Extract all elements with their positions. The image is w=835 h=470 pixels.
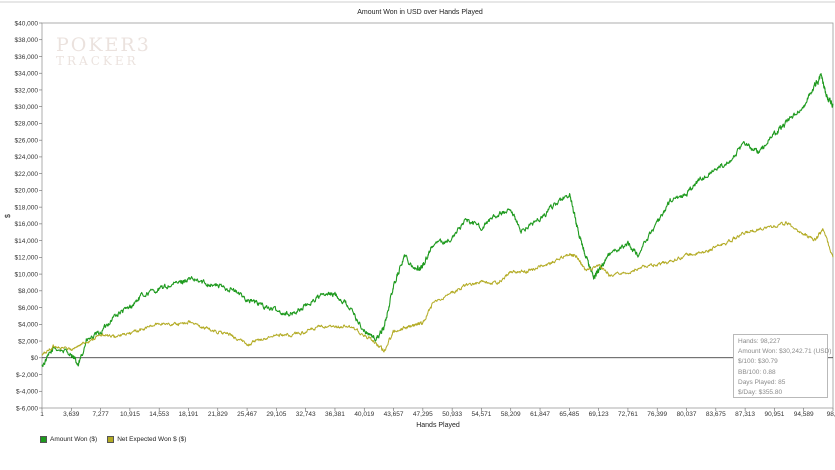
y-tick-label: $38,000: [15, 37, 39, 44]
x-tick-label: 65,485: [559, 411, 579, 418]
y-tick-label: $-6,000: [16, 405, 38, 412]
x-axis-label: Hands Played: [416, 422, 460, 429]
legend-item-amount-won[interactable]: Amount Won ($): [40, 435, 98, 443]
x-tick-label: 10,915: [120, 411, 140, 418]
y-tick-label: $12,000: [15, 255, 39, 262]
x-tick-label: 98,2: [827, 411, 835, 418]
y-tick-label: $32,000: [15, 87, 39, 94]
y-tick-label: $16,000: [15, 221, 39, 228]
x-tick-label: 47,295: [413, 411, 433, 418]
x-tick-label: 80,037: [677, 411, 697, 418]
x-tick-label: 94,589: [794, 411, 814, 418]
x-tick-label: 7,277: [92, 411, 109, 418]
y-tick-label: $8,000: [18, 288, 38, 295]
legend-item-net-expected[interactable]: Net Expected Won $ ($): [107, 435, 187, 443]
stat-bb-per-100: BB/100: 0.88: [738, 368, 776, 376]
y-tick-label: $24,000: [15, 154, 39, 161]
y-tick-label: $0: [31, 355, 39, 362]
y-tick-label: $6,000: [18, 305, 38, 312]
y-tick-label: $34,000: [15, 71, 39, 78]
series-line-amount-won: [41, 72, 834, 368]
x-tick-label: 1: [40, 411, 44, 418]
y-tick-label: $22,000: [15, 171, 39, 178]
stat-amount-won: Amount Won: $30,242.71 (USD): [738, 348, 832, 356]
y-tick-label: $28,000: [15, 121, 39, 128]
legend-swatch-amount-won: [40, 435, 47, 443]
x-tick-label: 72,761: [618, 411, 638, 418]
y-tick-label: $-2,000: [16, 372, 38, 379]
y-tick-label: $36,000: [15, 54, 39, 61]
y-axis-label: $: [5, 214, 12, 218]
x-tick-label: 3,639: [63, 411, 80, 418]
x-tick-label: 40,019: [354, 411, 374, 418]
y-tick-label: $-4,000: [16, 389, 38, 396]
x-tick-label: 54,571: [471, 411, 491, 418]
x-tick-label: 25,467: [237, 411, 257, 418]
y-tick-label: $26,000: [15, 137, 39, 144]
x-tick-label: 76,399: [647, 411, 667, 418]
x-tick-label: 43,657: [384, 411, 404, 418]
chart-legend: Amount Won ($) Net Expected Won $ ($): [40, 432, 186, 446]
y-tick-label: $20,000: [15, 188, 39, 195]
stat-dollars-per-100: $/100: $30.79: [738, 358, 778, 366]
y-tick-label: $10,000: [15, 271, 39, 278]
x-tick-label: 18,191: [179, 411, 199, 418]
y-tick-label: $2,000: [18, 338, 38, 345]
y-tick-label: $14,000: [15, 238, 39, 245]
stats-panel: Hands: 98,227 Amount Won: $30,242.71 (US…: [733, 334, 832, 398]
x-tick-label: 87,313: [735, 411, 755, 418]
y-tick-label: $4,000: [18, 322, 38, 329]
legend-label-amount-won: Amount Won ($): [50, 435, 98, 443]
x-tick-label: 14,553: [149, 411, 169, 418]
y-tick-label: $30,000: [15, 104, 39, 111]
legend-label-net-expected: Net Expected Won $ ($): [117, 435, 187, 443]
stat-days-played: Days Played: 85: [738, 378, 786, 386]
legend-swatch-net-expected: [107, 435, 115, 443]
y-tick-label: $40,000: [15, 20, 39, 27]
stat-dollars-per-day: $/Day: $355.80: [738, 389, 783, 397]
x-tick-label: 50,933: [442, 411, 462, 418]
x-tick-label: 58,209: [501, 411, 521, 418]
x-tick-label: 83,675: [706, 411, 726, 418]
chart-title: Amount Won in USD over Hands Played: [357, 9, 483, 16]
x-tick-label: 69,123: [589, 411, 609, 418]
x-tick-label: 36,381: [325, 411, 345, 418]
x-tick-label: 29,105: [266, 411, 286, 418]
series-line-net-expected: [41, 221, 834, 356]
plot-area: [41, 22, 834, 409]
x-tick-label: 21,829: [208, 411, 228, 418]
x-tick-label: 90,951: [764, 411, 784, 418]
x-tick-label: 61,847: [530, 411, 550, 418]
x-tick-label: 32,743: [296, 411, 316, 418]
y-tick-label: $18,000: [15, 204, 39, 211]
stat-hands: Hands: 98,227: [738, 338, 781, 345]
